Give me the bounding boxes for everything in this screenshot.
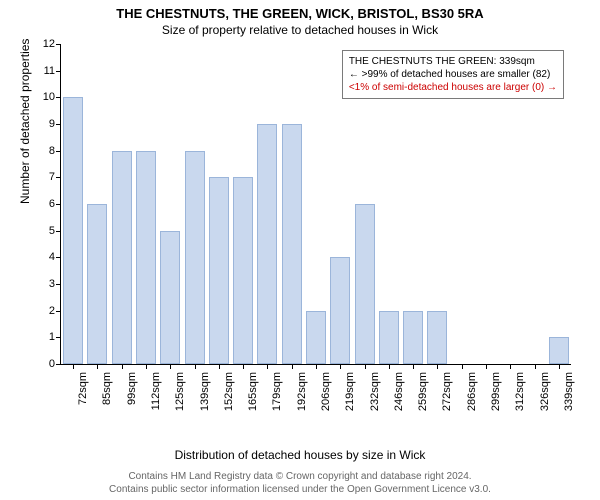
x-tick (340, 364, 341, 369)
y-tick-label: 9 (31, 118, 55, 130)
bar (282, 124, 302, 364)
y-tick-label: 8 (31, 145, 55, 157)
x-tick (170, 364, 171, 369)
x-tick (219, 364, 220, 369)
y-tick (56, 44, 61, 45)
y-tick (56, 124, 61, 125)
x-tick (365, 364, 366, 369)
x-tick (243, 364, 244, 369)
x-tick (195, 364, 196, 369)
x-tick (559, 364, 560, 369)
bar (233, 177, 253, 364)
y-tick-label: 5 (31, 225, 55, 237)
y-tick-label: 3 (31, 278, 55, 290)
annotation-box: THE CHESTNUTS THE GREEN: 339sqm ← >99% o… (342, 50, 564, 99)
y-tick (56, 311, 61, 312)
x-tick-label: 125sqm (174, 372, 186, 411)
y-tick-label: 1 (31, 331, 55, 343)
x-tick-label: 192sqm (296, 372, 308, 411)
x-tick (292, 364, 293, 369)
x-tick-label: 112sqm (150, 372, 162, 410)
x-tick (486, 364, 487, 369)
bar (257, 124, 277, 364)
y-tick-label: 11 (31, 65, 55, 77)
y-tick-label: 2 (31, 305, 55, 317)
chart-area: 012345678910111272sqm85sqm99sqm112sqm125… (60, 44, 570, 364)
y-tick-label: 6 (31, 198, 55, 210)
annotation-line3: <1% of semi-detached houses are larger (… (349, 81, 557, 94)
x-tick-label: 259sqm (417, 372, 429, 411)
bar (185, 151, 205, 364)
x-tick (267, 364, 268, 369)
bar (87, 204, 107, 364)
bar (549, 337, 569, 364)
x-tick-label: 99sqm (126, 372, 138, 405)
bar (63, 97, 83, 364)
x-tick (437, 364, 438, 369)
y-tick-label: 0 (31, 358, 55, 370)
bar (160, 231, 180, 364)
x-tick (413, 364, 414, 369)
x-tick (73, 364, 74, 369)
y-tick (56, 97, 61, 98)
x-tick-label: 339sqm (563, 372, 575, 411)
chart-subtitle: Size of property relative to detached ho… (0, 21, 600, 37)
x-tick (316, 364, 317, 369)
chart-title: THE CHESTNUTS, THE GREEN, WICK, BRISTOL,… (0, 0, 600, 21)
y-tick-label: 7 (31, 171, 55, 183)
x-tick (97, 364, 98, 369)
bar (427, 311, 447, 364)
x-tick-label: 312sqm (514, 372, 526, 411)
x-tick (462, 364, 463, 369)
x-tick-label: 72sqm (77, 372, 89, 405)
y-tick (56, 257, 61, 258)
y-tick (56, 231, 61, 232)
bar (136, 151, 156, 364)
bar (403, 311, 423, 364)
x-tick-label: 326sqm (539, 372, 551, 411)
y-tick (56, 337, 61, 338)
x-tick (389, 364, 390, 369)
y-tick-label: 4 (31, 251, 55, 263)
bar (306, 311, 326, 364)
x-tick-label: 179sqm (271, 372, 283, 411)
chart-container: THE CHESTNUTS, THE GREEN, WICK, BRISTOL,… (0, 0, 600, 500)
footer-line1: Contains HM Land Registry data © Crown c… (0, 470, 600, 483)
y-tick-label: 12 (31, 38, 55, 50)
annotation-line1: THE CHESTNUTS THE GREEN: 339sqm (349, 55, 557, 68)
x-tick (510, 364, 511, 369)
y-tick (56, 177, 61, 178)
x-tick-label: 85sqm (101, 372, 113, 405)
y-tick-label: 10 (31, 91, 55, 103)
bar (209, 177, 229, 364)
x-tick-label: 219sqm (344, 372, 356, 411)
x-tick-label: 165sqm (247, 372, 259, 411)
y-tick (56, 364, 61, 365)
x-axis-title: Distribution of detached houses by size … (0, 448, 600, 462)
x-tick-label: 139sqm (199, 372, 211, 411)
x-tick-label: 286sqm (466, 372, 478, 411)
footer: Contains HM Land Registry data © Crown c… (0, 470, 600, 496)
x-tick-label: 232sqm (369, 372, 381, 411)
bar (330, 257, 350, 364)
bar (355, 204, 375, 364)
y-tick (56, 204, 61, 205)
bar (379, 311, 399, 364)
x-tick (146, 364, 147, 369)
x-tick-label: 206sqm (320, 372, 332, 411)
y-tick (56, 284, 61, 285)
x-tick-label: 152sqm (223, 372, 235, 411)
y-axis-title: Number of detached properties (18, 39, 32, 204)
footer-line2: Contains public sector information licen… (0, 483, 600, 496)
annotation-line2: ← >99% of detached houses are smaller (8… (349, 68, 557, 81)
x-tick (535, 364, 536, 369)
x-tick-label: 299sqm (490, 372, 502, 411)
x-tick (122, 364, 123, 369)
y-tick (56, 71, 61, 72)
x-tick-label: 246sqm (393, 372, 405, 411)
bar (112, 151, 132, 364)
x-tick-label: 272sqm (441, 372, 453, 411)
y-tick (56, 151, 61, 152)
